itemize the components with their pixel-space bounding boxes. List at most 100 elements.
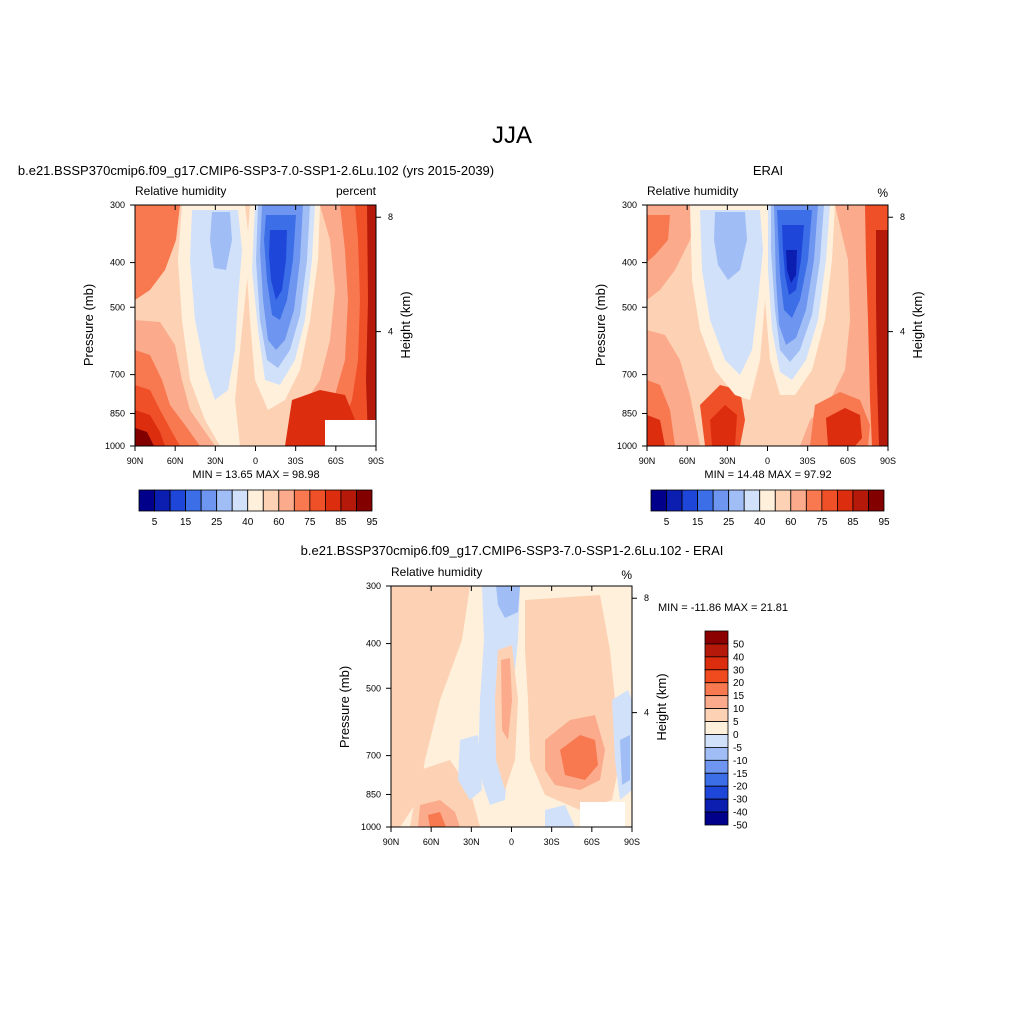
model-y-right-tick-label: 8: [388, 212, 393, 222]
model-y-tick-label: 500: [110, 302, 125, 312]
obs-panel: ERAI Relative humidity %: [593, 163, 925, 528]
model-colorbar-label: 40: [242, 517, 254, 528]
model-colorbar-swatch: [138, 489, 155, 512]
obs-contour-south-red-1: [800, 205, 888, 446]
diff-colorbar-swatch: [704, 721, 729, 735]
model-y-tick-label: 300: [110, 200, 125, 210]
obs-y-right-tick-label: 8: [900, 212, 905, 222]
model-x-tick-label: 30N: [207, 456, 224, 466]
model-colorbar-swatch: [231, 489, 249, 512]
obs-x-tick-label: 90S: [880, 456, 896, 466]
diff-heatmap: [391, 586, 632, 827]
diff-colorbar-label: -10: [733, 756, 748, 767]
model-x-tick-label: 60N: [167, 456, 184, 466]
model-colorbar-swatch: [309, 489, 326, 512]
model-panel: b.e21.BSSP370cmip6.f09_g17.CMIP6-SSP3-7.…: [18, 163, 494, 528]
model-contour-tropics-blue-2: [210, 212, 232, 270]
model-x-tick-label: 60S: [328, 456, 344, 466]
model-y-axis-right: 84: [376, 212, 393, 337]
model-colorbar-swatch: [154, 489, 171, 512]
model-x-tick-label: 90S: [368, 456, 384, 466]
obs-y-axis-right-label: Height (km): [910, 291, 925, 358]
obs-x-tick-label: 30S: [800, 456, 816, 466]
obs-heatmap: [647, 205, 888, 446]
model-y-tick-label: 1000: [105, 441, 125, 451]
obs-y-tick-label: 300: [622, 200, 637, 210]
diff-colorbar-label: 30: [733, 665, 745, 676]
diff-colorbar-swatch: [704, 772, 729, 787]
model-colorbar-label: 60: [273, 517, 285, 528]
diff-colorbar-swatch: [704, 656, 729, 671]
diff-y-tick-label: 500: [366, 683, 381, 693]
diff-colorbar-label: -5: [733, 743, 742, 754]
diff-units-label: %: [621, 568, 632, 582]
diff-colorbar-label: 10: [733, 704, 745, 715]
diff-colorbar-swatch: [704, 682, 729, 697]
diff-contour-surface-neg: [545, 805, 575, 827]
diff-x-tick-label: 0: [509, 837, 514, 847]
obs-x-tick-label: 60N: [679, 456, 696, 466]
diff-y-right-tick-label: 4: [644, 708, 649, 718]
diff-contour-left-surface-2: [428, 812, 446, 827]
obs-y-tick-label: 500: [622, 302, 637, 312]
obs-contour-midlat-red-2: [710, 405, 737, 446]
model-x-tick-label: 90N: [127, 456, 144, 466]
model-heatmap: [135, 205, 376, 446]
diff-x-tick-label: 90N: [383, 837, 400, 847]
obs-colorbar-label: 95: [878, 517, 890, 528]
obs-contour-tropics-blue: [700, 210, 763, 375]
diff-contour-tropic-neg-2: [496, 586, 520, 618]
diff-contour-tropic-neg-3: [458, 735, 482, 800]
obs-colorbar-label: 75: [816, 517, 828, 528]
model-contour-subtropic-blue-5: [269, 230, 287, 300]
model-y-axis-label: Pressure (mb): [81, 284, 96, 366]
obs-colorbar-swatch: [805, 489, 823, 512]
diff-contour-south-pos-3: [560, 735, 598, 780]
diff-colorbar-swatch: [704, 708, 729, 722]
model-missing-topography: [325, 420, 376, 446]
model-colorbar-swatch: [169, 489, 186, 512]
obs-colorbar-swatch: [837, 489, 854, 512]
diff-missing-topography: [580, 802, 625, 827]
diff-colorbar-swatch: [704, 734, 729, 748]
obs-y-axis-label: Pressure (mb): [593, 284, 608, 366]
diff-y-axis: 300 400 500 700 850 1000: [361, 581, 391, 832]
obs-colorbar-swatch: [821, 489, 838, 512]
diff-y-tick-label: 300: [366, 581, 381, 591]
model-contour-south-red-3: [325, 205, 376, 446]
obs-x-axis: 90N 60N 30N 0 30S 60S 90S: [639, 205, 896, 466]
model-colorbar-swatch: [278, 489, 295, 512]
model-colorbar: 5 15 25 40 60 75 85 95: [138, 489, 378, 528]
diff-colorbar-swatch: [704, 785, 729, 800]
obs-colorbar-swatch: [728, 489, 745, 512]
model-contour-left-lower-5: [135, 428, 154, 446]
diff-colorbar-swatch: [704, 643, 729, 658]
obs-x-tick-label: 60S: [840, 456, 856, 466]
diff-colorbar-label: 5: [733, 717, 739, 728]
model-colorbar-label: 15: [180, 517, 192, 528]
obs-y-axis-right: 84: [888, 212, 905, 337]
obs-colorbar-label: 60: [785, 517, 797, 528]
diff-colorbar-label: -15: [733, 769, 748, 780]
diff-variable-label: Relative humidity: [391, 565, 482, 579]
model-colorbar-label: 5: [152, 517, 158, 528]
obs-colorbar-swatch: [650, 489, 667, 512]
obs-colorbar: 5 15 25 40 60 75 85 95: [650, 489, 890, 528]
diff-colorbar-label: -30: [733, 795, 748, 806]
diff-y-tick-label: 400: [366, 639, 381, 649]
diff-y-tick-label: 1000: [361, 822, 381, 832]
obs-colorbar-swatch: [774, 489, 792, 512]
obs-colorbar-label: 40: [754, 517, 766, 528]
model-x-axis: 90N 60N 30N 0 30S 60S 90S: [127, 205, 384, 466]
obs-y-tick-label: 1000: [617, 441, 637, 451]
model-y-tick-label: 700: [110, 370, 125, 380]
diff-colorbar-label: 20: [733, 678, 745, 689]
model-contour-south-red-5: [366, 205, 376, 440]
diff-colorbar-swatch: [704, 759, 729, 774]
obs-x-tick-label: 90N: [639, 456, 656, 466]
diff-x-tick-label: 60S: [584, 837, 600, 847]
diff-colorbar-swatch: [704, 695, 729, 710]
obs-stats-label: MIN = 14.48 MAX = 97.92: [704, 469, 831, 481]
obs-contour-left-upper-2: [647, 215, 670, 262]
model-colorbar-swatch: [324, 489, 342, 512]
